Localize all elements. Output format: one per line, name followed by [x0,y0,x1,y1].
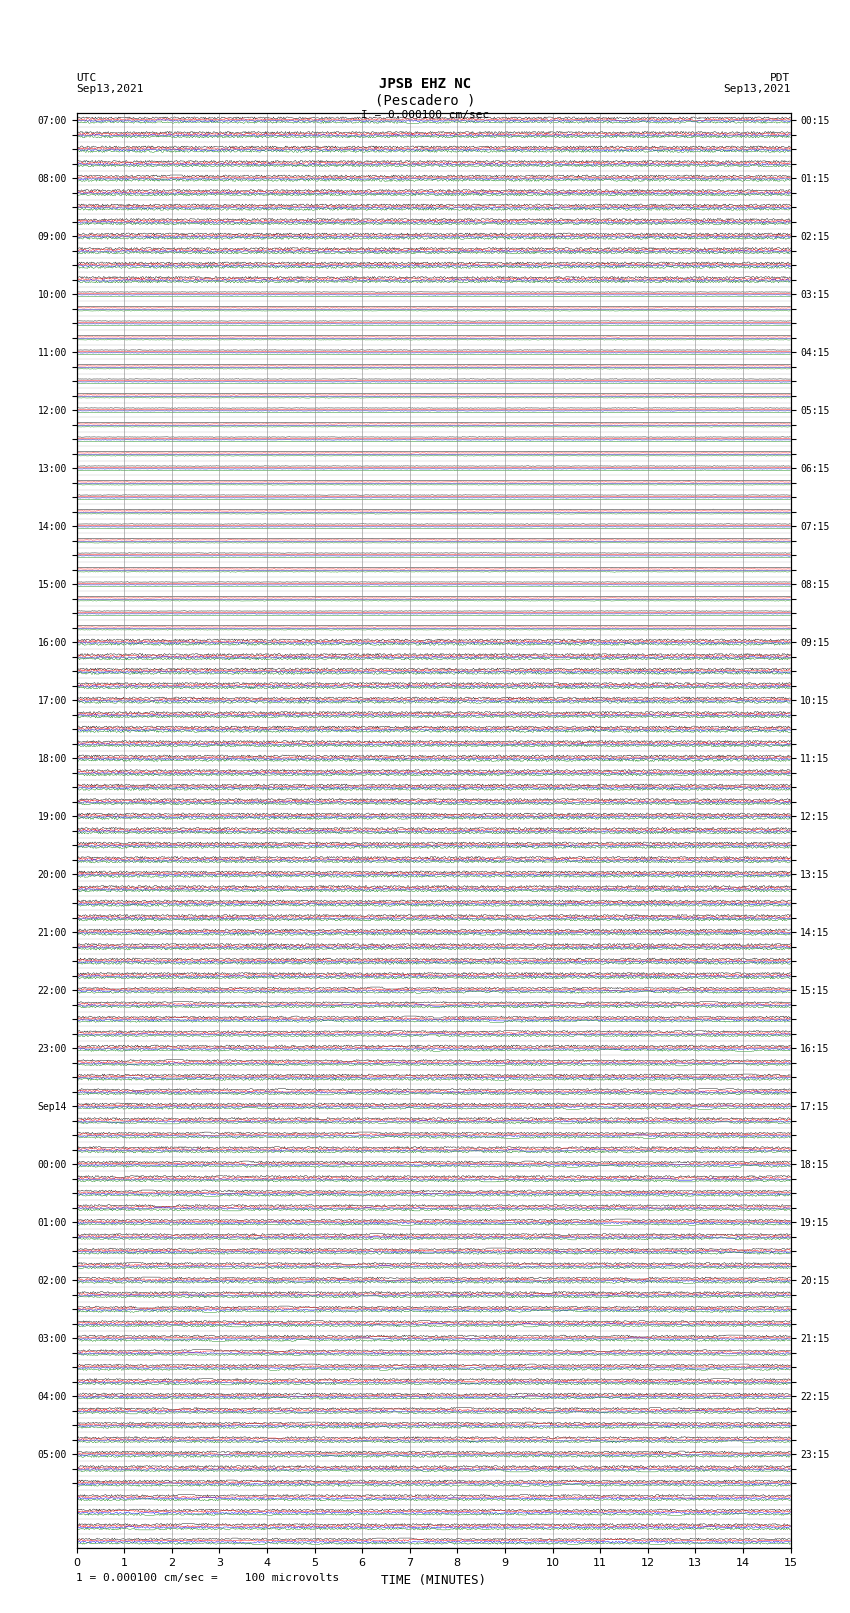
Text: PDT
Sep13,2021: PDT Sep13,2021 [723,73,791,94]
Text: (Pescadero ): (Pescadero ) [375,94,475,108]
Text: I = 0.000100 cm/sec: I = 0.000100 cm/sec [361,110,489,119]
Text: 1 = 0.000100 cm/sec =    100 microvolts: 1 = 0.000100 cm/sec = 100 microvolts [76,1573,340,1582]
X-axis label: TIME (MINUTES): TIME (MINUTES) [381,1574,486,1587]
Text: UTC
Sep13,2021: UTC Sep13,2021 [76,73,144,94]
Text: JPSB EHZ NC: JPSB EHZ NC [379,77,471,92]
